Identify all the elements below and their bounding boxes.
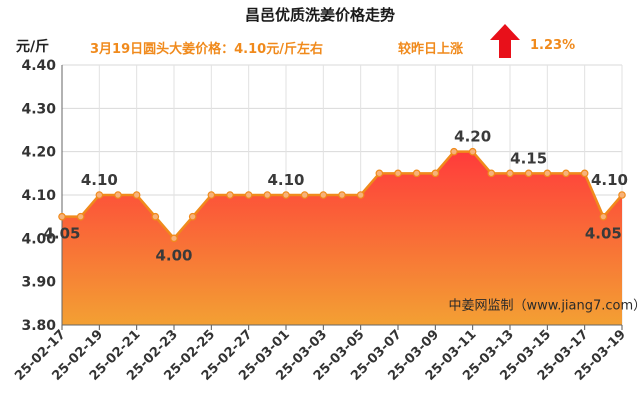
x-tick-label: 25-02-27 (199, 327, 256, 384)
data-point (58, 212, 66, 221)
data-point (487, 169, 496, 178)
data-point (431, 169, 440, 178)
data-point (543, 169, 552, 178)
x-tick-label: 25-02-17 (12, 327, 69, 384)
x-tick-label: 25-02-21 (87, 327, 144, 384)
x-tick-label: 25-03-07 (348, 327, 405, 384)
y-tick-label: 4.20 (21, 145, 56, 161)
data-point (151, 212, 160, 221)
up-arrow-icon (490, 24, 520, 58)
data-point (412, 169, 421, 178)
y-tick-label: 3.80 (21, 318, 56, 334)
y-axis-unit: 元/斤 (16, 39, 50, 55)
data-label: 4.10 (267, 171, 304, 189)
y-tick-label: 4.40 (21, 58, 56, 74)
data-point (375, 169, 384, 178)
x-tick-label: 25-02-23 (124, 327, 181, 384)
data-point (506, 169, 514, 178)
data-point (468, 147, 477, 156)
x-tick-label: 25-03-05 (311, 327, 368, 384)
data-point (282, 191, 290, 199)
data-label: 4.05 (43, 225, 80, 243)
data-point (188, 212, 197, 221)
x-tick-label: 25-02-25 (162, 327, 219, 384)
price-note: 3月19日圆头大姜价格：4.10元/斤左右 (90, 42, 323, 57)
data-label: 4.05 (585, 225, 622, 243)
y-tick-label: 4.30 (21, 101, 56, 117)
data-point (300, 191, 309, 199)
x-tick-label: 25-02-19 (50, 327, 107, 384)
x-tick-label: 25-03-03 (274, 327, 331, 384)
data-point (580, 169, 589, 178)
price-area (62, 151, 622, 325)
x-tick-label: 25-03-19 (572, 327, 629, 384)
data-point (356, 191, 365, 199)
data-point (226, 191, 234, 199)
data-point (618, 191, 626, 199)
data-point (319, 191, 328, 199)
data-point (132, 191, 141, 199)
watermark-annotation: 中姜网监制（www.jiang7.com） (448, 298, 640, 313)
data-point (450, 147, 458, 156)
data-point (170, 234, 178, 243)
data-label: 4.15 (510, 149, 547, 167)
data-point (95, 191, 104, 199)
data-point (338, 191, 346, 199)
y-tick-label: 3.90 (21, 275, 56, 291)
change-note: 较昨日上涨 (398, 42, 464, 57)
data-point (114, 191, 122, 199)
data-point (263, 191, 272, 199)
x-tick-label: 25-03-17 (535, 327, 592, 384)
data-label: 4.10 (81, 171, 118, 189)
chart-title: 昌邑优质洗姜价格走势 (244, 6, 395, 24)
x-tick-label: 25-03-15 (498, 327, 555, 384)
data-point (76, 212, 85, 221)
data-point (394, 169, 402, 178)
data-point (524, 169, 533, 178)
data-label: 4.00 (155, 246, 192, 264)
data-point (244, 191, 253, 199)
x-tick-label: 25-03-01 (236, 327, 293, 384)
y-tick-label: 4.00 (21, 231, 56, 247)
x-tick-label: 25-03-11 (423, 327, 480, 384)
change-percent: 1.23% (530, 38, 576, 53)
data-point (207, 191, 216, 199)
x-tick-label: 25-03-09 (386, 327, 443, 384)
data-point (599, 212, 608, 221)
price-line (62, 150, 623, 241)
data-label: 4.10 (591, 171, 628, 189)
data-label: 4.20 (454, 128, 491, 146)
data-point (562, 169, 570, 178)
x-tick-label: 25-03-13 (460, 327, 517, 384)
y-tick-label: 4.10 (21, 188, 56, 204)
